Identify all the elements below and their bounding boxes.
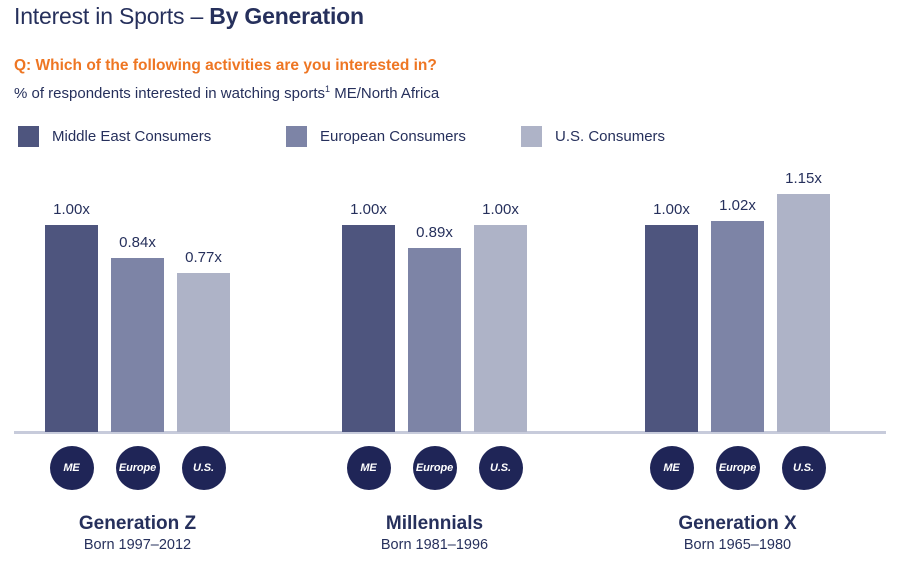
region-badge[interactable]: ME <box>346 446 391 490</box>
bar-value-label: 1.00x <box>482 201 519 218</box>
footnote-marker: 1 <box>325 84 331 94</box>
generation-label: Generation X <box>678 513 797 534</box>
legend-swatch-icon <box>18 126 39 147</box>
bar-value-label: 1.02x <box>719 197 756 214</box>
page-title: Interest in Sports – By Generation <box>14 3 364 30</box>
chart-subtitle: % of respondents interested in watching … <box>14 84 439 102</box>
bar-value-label: 0.84x <box>119 234 156 251</box>
bar[interactable] <box>777 194 830 432</box>
region-badge[interactable]: Europe <box>412 446 457 490</box>
bar-value-label: 1.15x <box>785 170 822 187</box>
region-badge[interactable]: U.S. <box>781 446 826 490</box>
bar[interactable] <box>711 221 764 432</box>
bar[interactable] <box>408 248 461 432</box>
bar[interactable] <box>111 258 164 432</box>
legend-item[interactable]: Middle East Consumers <box>18 126 211 147</box>
bar-value-label: 0.77x <box>185 249 222 266</box>
legend-swatch-icon <box>521 126 542 147</box>
region-badge[interactable]: Europe <box>715 446 760 490</box>
generation-label: Millennials <box>385 513 484 534</box>
axis-baseline <box>14 431 886 434</box>
bar[interactable] <box>645 225 698 432</box>
generation-birth-years: Born 1981–1996 <box>380 537 489 553</box>
legend-item-label: Middle East Consumers <box>52 128 212 145</box>
page-title-bold: By Generation <box>209 3 364 29</box>
chart-subtitle-text: % of respondents interested in watching … <box>14 85 326 102</box>
region-badge[interactable]: Europe <box>115 446 160 490</box>
bar-value-label: 1.00x <box>653 201 690 218</box>
bar[interactable] <box>474 225 527 432</box>
survey-question-text: Q: Which of the following activities are… <box>14 57 437 74</box>
bar-value-label: 0.89x <box>416 224 453 241</box>
legend-item-label: U.S. Consumers <box>555 128 666 145</box>
region-badge[interactable]: U.S. <box>478 446 523 490</box>
generation-birth-years: Born 1965–1980 <box>683 537 792 553</box>
generation-birth-years: Born 1997–2012 <box>83 537 192 553</box>
region-badge[interactable]: U.S. <box>181 446 226 490</box>
region-badge[interactable]: ME <box>49 446 94 490</box>
legend-item[interactable]: European Consumers <box>286 126 466 147</box>
bar-value-label: 1.00x <box>53 201 90 218</box>
bar[interactable] <box>45 225 98 432</box>
bar[interactable] <box>177 273 230 432</box>
survey-question: Q: Which of the following activities are… <box>14 57 437 75</box>
generation-label: Generation Z <box>78 513 197 534</box>
page-title-regular: Interest in Sports – <box>14 3 210 29</box>
legend-item[interactable]: U.S. Consumers <box>521 126 665 147</box>
legend-item-label: European Consumers <box>320 128 466 145</box>
legend-swatch-icon <box>286 126 307 147</box>
bar-value-label: 1.00x <box>350 201 387 218</box>
region-badge[interactable]: ME <box>649 446 694 490</box>
bar[interactable] <box>342 225 395 432</box>
chart-subtitle-region: ME/North Africa <box>330 85 440 102</box>
